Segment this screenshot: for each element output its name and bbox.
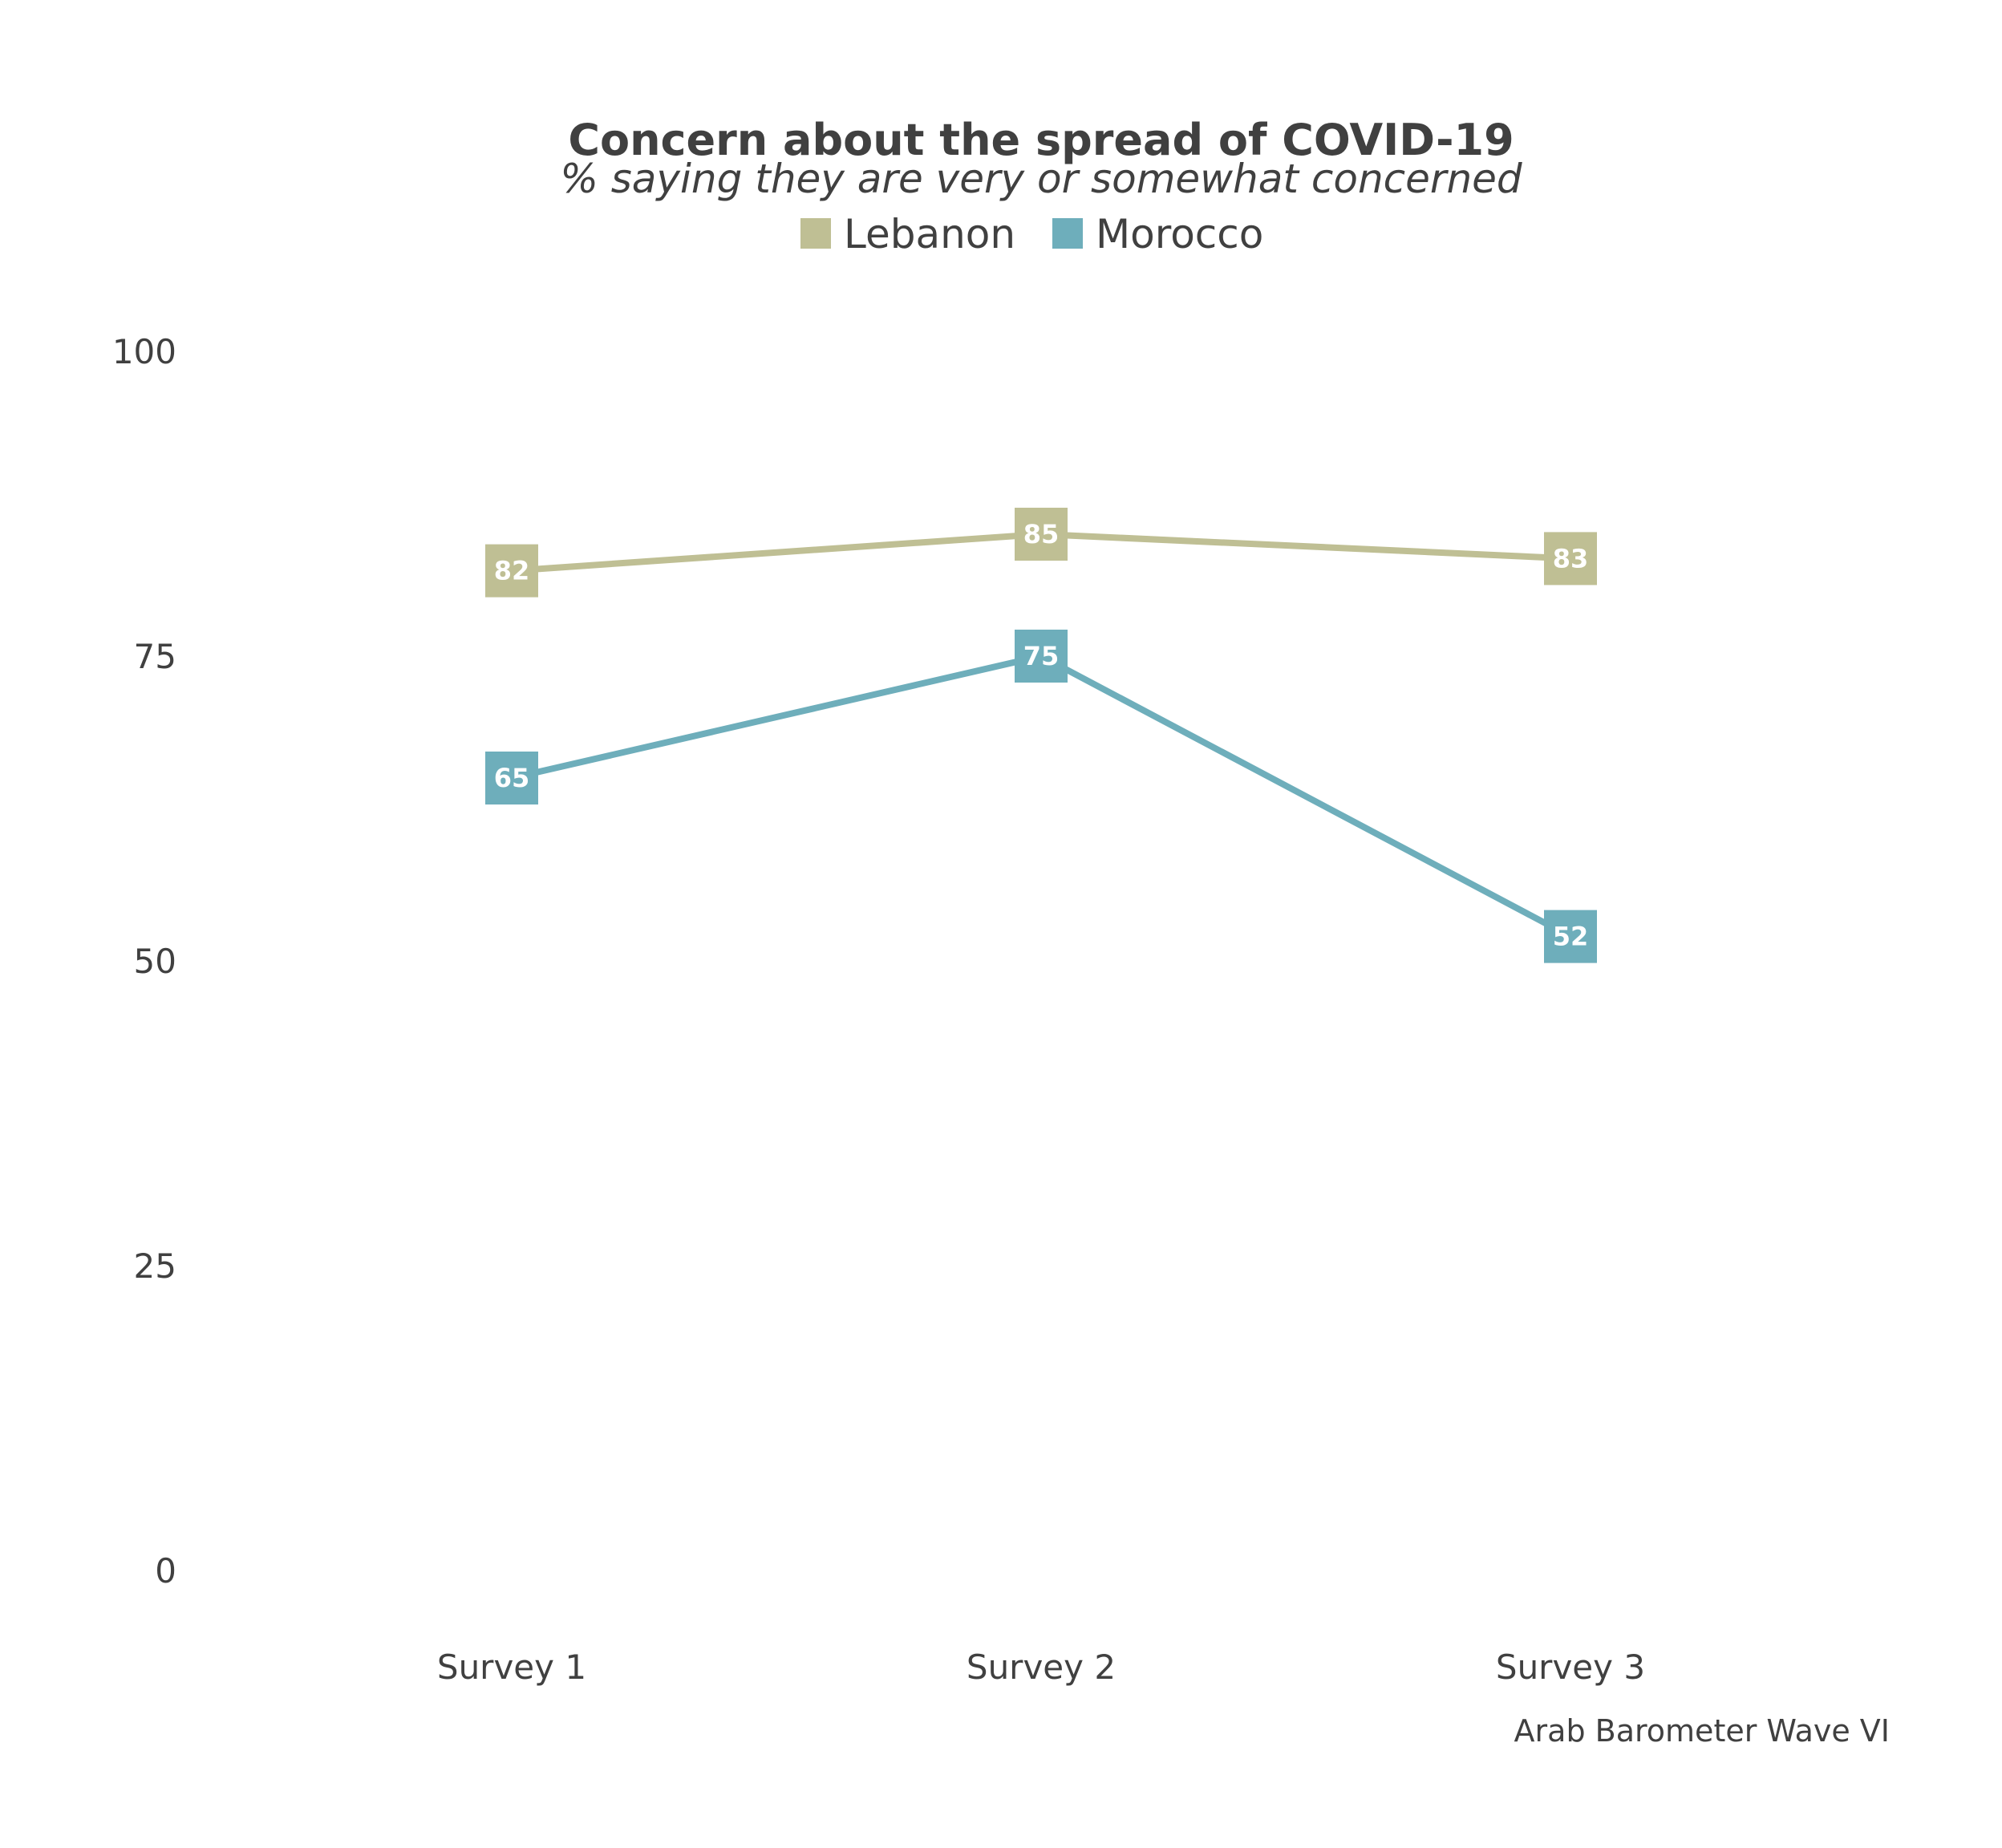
point-label-morocco-2: 75 <box>1023 641 1060 671</box>
point-label-morocco-3: 52 <box>1553 922 1589 952</box>
y-tick-label-50: 50 <box>134 942 176 981</box>
x-tick-label-3: Survey 3 <box>1496 1647 1645 1687</box>
point-marker-morocco-3 <box>1544 910 1597 963</box>
y-axis: 0 25 50 75 100 <box>112 332 176 1591</box>
series-line-morocco <box>511 653 1572 940</box>
series-lines <box>511 531 1572 940</box>
point-label-morocco-1: 65 <box>494 763 530 793</box>
y-tick-label-25: 25 <box>134 1246 176 1286</box>
legend-label-lebanon: Lebanon <box>844 211 1015 257</box>
point-marker-lebanon-3 <box>1544 532 1597 586</box>
point-label-lebanon-1: 82 <box>494 556 530 586</box>
point-label-lebanon-2: 85 <box>1023 519 1060 549</box>
chart-subtitle: % saying they are very or somewhat conce… <box>560 156 1522 202</box>
data-point-morocco-1: 65 <box>485 752 538 804</box>
y-tick-label-75: 75 <box>134 637 176 676</box>
data-point-morocco-3: 52 <box>1544 910 1597 963</box>
chart-title: Concern about the spread of COVID-19 <box>568 115 1514 165</box>
point-label-lebanon-3: 83 <box>1553 543 1589 573</box>
point-marker-lebanon-1 <box>485 544 538 598</box>
y-tick-label-100: 100 <box>112 332 176 371</box>
legend-label-morocco: Morocco <box>1096 211 1263 257</box>
y-tick-label-0: 0 <box>155 1551 176 1591</box>
data-point-lebanon-2: 85 <box>1015 508 1068 561</box>
data-point-lebanon-1: 82 <box>485 544 538 598</box>
legend-swatch-morocco <box>1052 218 1083 249</box>
x-tick-label-1: Survey 1 <box>437 1647 586 1687</box>
source-caption: Arab Barometer Wave VI <box>1514 1713 1890 1749</box>
series-points: 82 85 83 65 75 52 <box>485 508 1597 963</box>
legend: Lebanon Morocco <box>800 211 1263 257</box>
data-point-morocco-2: 75 <box>1015 630 1068 683</box>
legend-swatch-lebanon <box>800 218 831 249</box>
point-marker-lebanon-2 <box>1015 508 1068 561</box>
x-tick-label-2: Survey 2 <box>967 1647 1116 1687</box>
data-point-lebanon-3: 83 <box>1544 532 1597 586</box>
point-marker-morocco-2 <box>1015 630 1068 683</box>
x-axis: Survey 1 Survey 2 Survey 3 <box>437 1647 1645 1687</box>
point-marker-morocco-1 <box>485 752 538 804</box>
